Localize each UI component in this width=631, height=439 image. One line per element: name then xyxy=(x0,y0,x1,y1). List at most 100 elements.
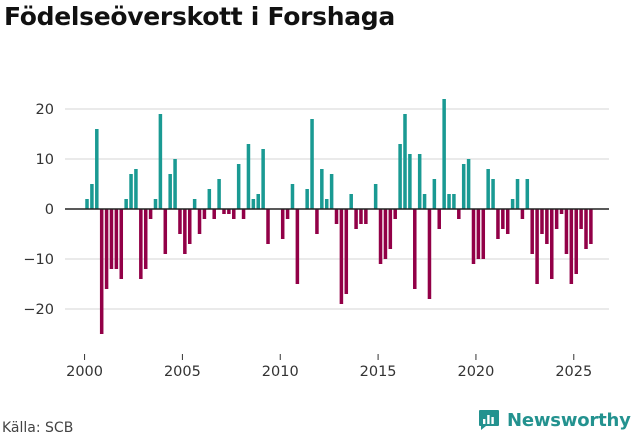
bar xyxy=(315,209,319,234)
bar xyxy=(251,199,256,209)
bar xyxy=(422,194,427,209)
x-tick-label: 2020 xyxy=(457,364,494,380)
bar xyxy=(584,209,588,249)
bar xyxy=(129,174,133,209)
bar xyxy=(461,164,466,209)
bar xyxy=(476,209,481,259)
brand-logo: Newsworthy xyxy=(477,408,631,432)
bar xyxy=(559,209,564,214)
bar xyxy=(579,209,583,229)
brand-name: Newsworthy xyxy=(507,409,631,431)
bar xyxy=(564,209,569,254)
bar xyxy=(202,209,207,219)
bar xyxy=(197,209,202,234)
y-tick-label: −10 xyxy=(23,252,54,268)
bar xyxy=(99,209,104,334)
bar xyxy=(217,179,221,209)
bar xyxy=(447,194,451,209)
bar xyxy=(187,209,192,244)
bar xyxy=(207,189,212,209)
y-tick-label: 0 xyxy=(45,202,54,218)
x-tick-label: 2000 xyxy=(66,364,103,380)
x-tick-label: 2005 xyxy=(164,364,201,380)
x-axis-labels: 2000 2005 2010 2015 2020 2025 xyxy=(66,354,592,380)
bar xyxy=(359,209,363,224)
bar xyxy=(569,209,574,284)
bar xyxy=(437,209,441,229)
bar xyxy=(344,209,349,294)
bar xyxy=(183,209,187,254)
bar xyxy=(554,209,559,229)
bar xyxy=(246,144,251,209)
bar xyxy=(383,209,388,259)
bar xyxy=(339,209,344,304)
bar xyxy=(486,169,490,209)
bar xyxy=(305,189,309,209)
bar xyxy=(310,119,314,209)
bar xyxy=(143,209,148,269)
chart-logo-icon xyxy=(479,410,499,430)
bar xyxy=(163,209,168,254)
y-tick-label: −20 xyxy=(23,302,54,318)
bar xyxy=(280,209,285,239)
bar xyxy=(227,209,231,214)
bar xyxy=(491,179,495,209)
bar xyxy=(496,209,500,239)
x-tick-label: 2025 xyxy=(555,364,592,380)
y-tick-label: 10 xyxy=(36,152,54,168)
bar xyxy=(452,194,456,209)
bar xyxy=(222,209,226,214)
bar xyxy=(349,194,353,209)
bar xyxy=(417,154,422,209)
gridlines xyxy=(65,108,609,310)
bar xyxy=(471,209,476,264)
bar xyxy=(95,129,99,209)
bar xyxy=(520,209,525,219)
bar xyxy=(329,174,334,209)
bar xyxy=(403,114,407,209)
bar xyxy=(510,199,515,209)
bar xyxy=(398,144,402,209)
bar xyxy=(535,209,539,284)
bar xyxy=(290,184,295,209)
bar xyxy=(408,154,412,209)
bar xyxy=(354,209,358,229)
bar xyxy=(442,99,446,209)
x-tick-label: 2015 xyxy=(360,364,397,380)
bar xyxy=(261,149,265,209)
bar xyxy=(457,209,461,219)
bar xyxy=(285,209,290,219)
bar xyxy=(119,209,124,279)
bar xyxy=(530,209,534,254)
bar xyxy=(173,159,177,209)
bar xyxy=(525,179,530,209)
bar xyxy=(232,209,236,219)
source-note: Källa: SCB xyxy=(2,420,74,436)
bar xyxy=(481,209,486,259)
y-tick-label: 20 xyxy=(36,102,54,118)
bar xyxy=(515,179,520,209)
bar xyxy=(550,209,554,279)
bar xyxy=(266,209,270,244)
bar xyxy=(501,209,505,229)
bar xyxy=(236,164,241,209)
x-tick-label: 2010 xyxy=(262,364,299,380)
bar xyxy=(378,209,383,264)
bar xyxy=(178,209,182,234)
bar xyxy=(427,209,432,299)
y-axis-labels: 20 10 0 −10 −20 xyxy=(23,102,54,318)
bar xyxy=(364,209,368,224)
bar xyxy=(393,209,397,219)
bar xyxy=(192,199,197,209)
bar xyxy=(148,209,153,219)
bar xyxy=(505,209,510,234)
bar xyxy=(134,169,138,209)
bar xyxy=(153,199,158,209)
bar xyxy=(241,209,246,219)
bar xyxy=(109,209,114,269)
bar xyxy=(545,209,549,244)
bar xyxy=(324,199,329,209)
bar xyxy=(540,209,544,234)
bar xyxy=(388,209,393,249)
bar xyxy=(85,199,89,209)
